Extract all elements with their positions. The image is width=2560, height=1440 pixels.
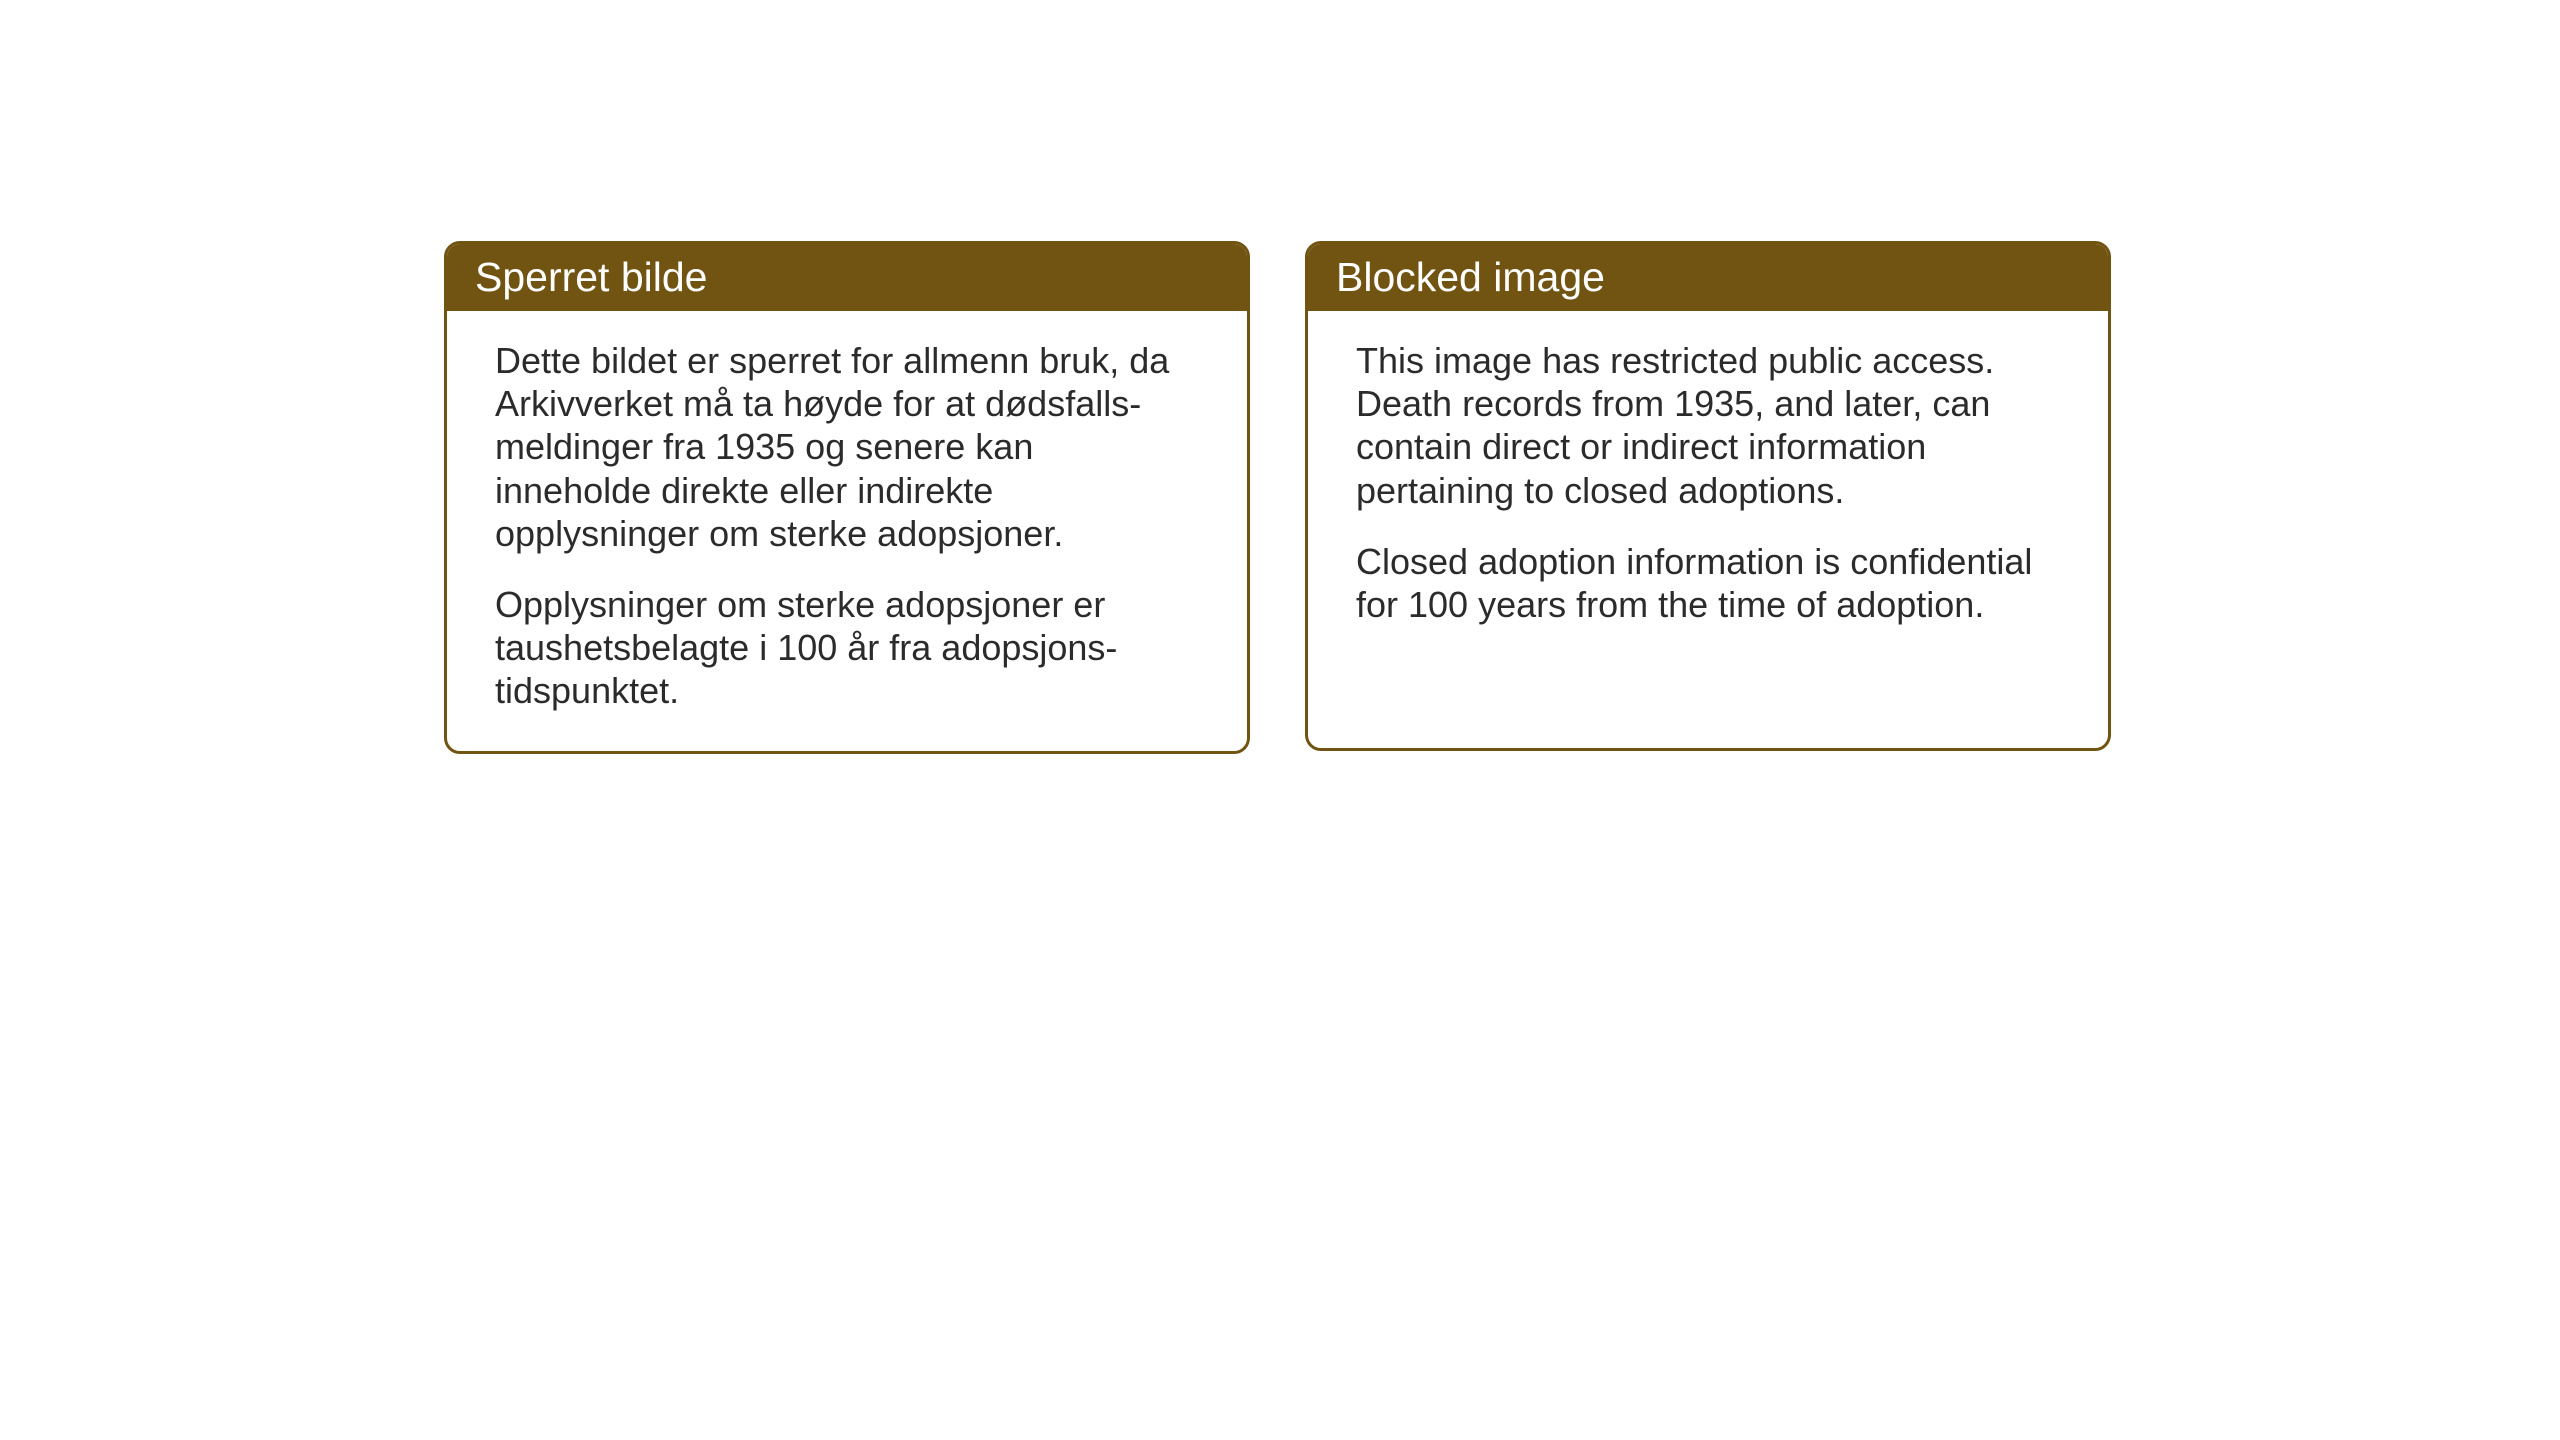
card-body-norwegian: Dette bildet er sperret for allmenn bruk… — [447, 311, 1247, 751]
card-header-english: Blocked image — [1308, 244, 2108, 311]
card-english: Blocked image This image has restricted … — [1305, 241, 2111, 751]
card-title-norwegian: Sperret bilde — [475, 254, 707, 300]
card-norwegian: Sperret bilde Dette bildet er sperret fo… — [444, 241, 1250, 754]
card-paragraph1-english: This image has restricted public access.… — [1356, 339, 2060, 512]
card-body-english: This image has restricted public access.… — [1308, 311, 2108, 664]
notice-container: Sperret bilde Dette bildet er sperret fo… — [444, 241, 2111, 754]
card-paragraph1-norwegian: Dette bildet er sperret for allmenn bruk… — [495, 339, 1199, 555]
card-header-norwegian: Sperret bilde — [447, 244, 1247, 311]
card-paragraph2-norwegian: Opplysninger om sterke adopsjoner er tau… — [495, 583, 1199, 713]
card-paragraph2-english: Closed adoption information is confident… — [1356, 540, 2060, 626]
card-title-english: Blocked image — [1336, 254, 1605, 300]
